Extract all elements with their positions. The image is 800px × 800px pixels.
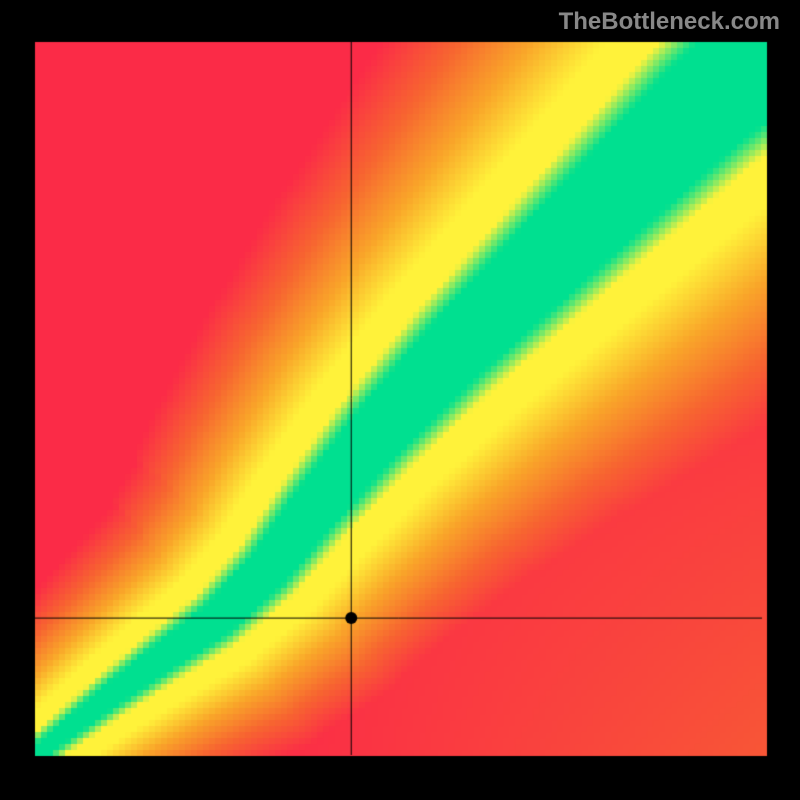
- watermark-text: TheBottleneck.com: [559, 8, 780, 36]
- bottleneck-heatmap: [0, 0, 800, 800]
